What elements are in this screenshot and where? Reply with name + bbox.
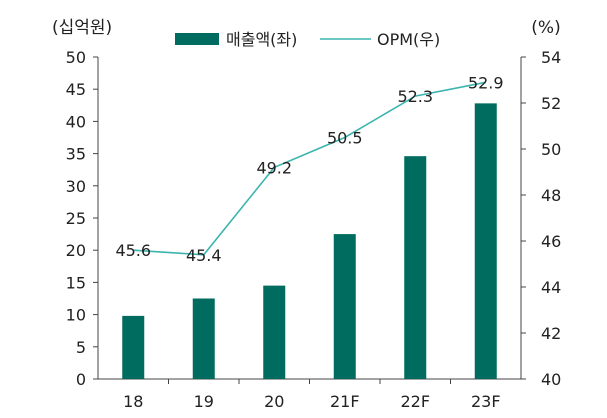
left-tick-label: 40	[66, 112, 86, 131]
left-tick-label: 10	[66, 306, 86, 325]
opm-data-label: 52.3	[397, 87, 433, 106]
right-axis-ticks: 40 42 44 46 48 50 52 54	[521, 48, 561, 389]
x-tick-label: 22F	[400, 392, 430, 411]
left-tick-label: 45	[66, 80, 86, 99]
left-tick-label: 0	[76, 370, 86, 389]
x-axis-ticks: 18 19 20 21F 22F 23F	[123, 379, 501, 411]
x-tick-label: 23F	[471, 392, 501, 411]
x-tick-label: 19	[194, 392, 214, 411]
left-tick-label: 30	[66, 177, 86, 196]
left-tick-label: 20	[66, 241, 86, 260]
opm-line	[133, 81, 486, 256]
opm-line-series	[133, 81, 486, 256]
left-tick-label: 50	[66, 48, 86, 67]
revenue-bar	[263, 285, 286, 379]
right-tick-label: 42	[541, 324, 561, 343]
left-axis-unit: (십억원)	[52, 18, 112, 38]
revenue-bar	[404, 156, 427, 379]
opm-data-label: 45.4	[186, 246, 222, 265]
legend-label-revenue: 매출액(좌)	[226, 30, 297, 49]
legend-swatch-revenue	[175, 33, 219, 45]
opm-data-label: 50.5	[327, 129, 363, 148]
legend-label-opm: OPM(우)	[377, 30, 440, 49]
right-tick-label: 50	[541, 140, 561, 159]
right-axis-unit: (%)	[531, 18, 560, 38]
left-tick-label: 15	[66, 273, 86, 292]
x-tick-label: 18	[123, 392, 143, 411]
right-tick-label: 48	[541, 186, 561, 205]
x-tick-label: 21F	[330, 392, 360, 411]
right-tick-label: 52	[541, 94, 561, 113]
revenue-bar	[192, 298, 215, 379]
left-tick-label: 25	[66, 209, 86, 228]
opm-data-label: 45.6	[115, 241, 151, 260]
opm-data-label: 52.9	[468, 73, 504, 92]
left-tick-label: 5	[76, 338, 86, 357]
legend: 매출액(좌) OPM(우)	[175, 30, 440, 49]
left-axis-ticks: 0 5 10 15 20 25 30 35 40 45 50	[66, 48, 98, 389]
revenue-bar	[333, 234, 356, 379]
revenue-bar	[474, 103, 497, 380]
x-tick-label: 20	[264, 392, 284, 411]
right-tick-label: 46	[541, 232, 561, 251]
left-tick-label: 35	[66, 145, 86, 164]
revenue-bars	[122, 103, 497, 380]
opm-data-label: 49.2	[256, 158, 292, 177]
opm-data-labels: 45.6 45.4 49.2 50.5 52.3 52.9	[115, 73, 503, 264]
right-tick-label: 44	[541, 278, 561, 297]
right-tick-label: 40	[541, 370, 561, 389]
right-tick-label: 54	[541, 48, 561, 67]
revenue-bar	[122, 315, 145, 379]
